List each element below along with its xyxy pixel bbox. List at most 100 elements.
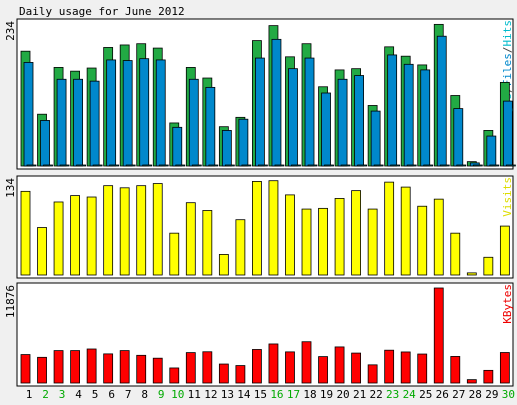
bar-visits-day-2 xyxy=(37,227,47,276)
bar-files-day-2 xyxy=(40,120,50,167)
bar-pages-day-7 xyxy=(125,164,136,167)
bar-pages-day-22 xyxy=(373,164,384,167)
bar-kbytes-day-20 xyxy=(334,346,345,384)
bar-kbytes-day-17 xyxy=(285,351,295,384)
day-label-10: 10 xyxy=(171,388,184,401)
bar-visits-day-16 xyxy=(268,180,279,276)
bar-files-day-24 xyxy=(403,63,414,167)
bar-kbytes-day-7 xyxy=(119,350,130,384)
day-label-25: 25 xyxy=(419,388,432,401)
bar-kbytes-day-26 xyxy=(433,287,444,384)
bar-files-day-13 xyxy=(221,130,232,167)
bar-kbytes-day-18 xyxy=(301,341,312,384)
bar-pages-day-26 xyxy=(439,164,450,167)
bar-visits-day-9 xyxy=(152,183,163,276)
bar-pages-day-18 xyxy=(307,164,318,167)
bar-kbytes-day-27 xyxy=(450,356,461,384)
bar-pages-day-11 xyxy=(191,164,202,167)
bar-files-day-21 xyxy=(354,75,365,167)
bar-visits-day-17 xyxy=(285,194,295,276)
day-label-19: 19 xyxy=(320,388,333,401)
day-label-8: 8 xyxy=(141,388,148,401)
bar-kbytes-day-10 xyxy=(169,367,180,384)
bar-pages-day-20 xyxy=(340,164,351,167)
bar-kbytes-day-9 xyxy=(152,357,163,384)
bar-visits-day-18 xyxy=(301,208,312,276)
bar-pages-day-25 xyxy=(423,164,434,167)
bar-pages-day-24 xyxy=(406,164,417,167)
bar-files-day-1 xyxy=(23,62,34,167)
bar-kbytes-day-16 xyxy=(268,343,279,384)
day-label-21: 21 xyxy=(353,388,366,401)
bar-visits-day-6 xyxy=(103,185,114,276)
bar-visits-day-22 xyxy=(367,208,378,276)
bar-files-day-27 xyxy=(453,108,464,167)
bar-pages-day-13 xyxy=(224,164,235,167)
bar-files-day-18 xyxy=(304,57,315,167)
bar-files-day-23 xyxy=(387,54,398,167)
day-label-18: 18 xyxy=(303,388,316,401)
day-label-28: 28 xyxy=(469,388,482,401)
day-label-5: 5 xyxy=(92,388,99,401)
panel-frame xyxy=(16,282,514,387)
bar-visits-day-7 xyxy=(119,187,130,276)
day-label-13: 13 xyxy=(221,388,234,401)
bar-visits-day-3 xyxy=(53,201,64,276)
bar-kbytes-day-15 xyxy=(252,349,262,384)
bar-kbytes-day-12 xyxy=(202,351,213,384)
bar-visits-day-23 xyxy=(384,181,395,276)
bar-visits-day-12 xyxy=(202,210,213,276)
day-label-12: 12 xyxy=(204,388,217,401)
bar-pages-day-17 xyxy=(291,164,301,167)
day-label-24: 24 xyxy=(403,388,417,401)
day-label-22: 22 xyxy=(370,388,383,401)
day-label-6: 6 xyxy=(108,388,115,401)
bar-files-day-25 xyxy=(420,69,431,167)
bar-files-day-10 xyxy=(172,126,183,167)
series-label-part: KBytes xyxy=(501,284,514,324)
day-label-26: 26 xyxy=(436,388,449,401)
day-label-2: 2 xyxy=(42,388,49,401)
bar-pages-day-14 xyxy=(241,164,252,167)
chart-panels: 234Pages/Files/Hits 134 Visits 11876 KBytes xyxy=(4,18,516,387)
bar-files-day-3 xyxy=(56,78,67,167)
bar-files-day-15 xyxy=(255,57,265,167)
bar-kbytes-day-22 xyxy=(367,364,378,384)
bar-kbytes-day-11 xyxy=(185,352,196,384)
bar-visits-day-29 xyxy=(483,256,494,276)
bar-kbytes-day-23 xyxy=(384,349,395,384)
bar-visits-day-28 xyxy=(466,272,477,276)
series-label-part: Hits xyxy=(501,20,514,47)
day-label-15: 15 xyxy=(254,388,267,401)
series-label: Visits xyxy=(501,177,514,217)
bar-visits-day-8 xyxy=(136,185,147,276)
bar-kbytes-day-5 xyxy=(86,348,97,384)
day-label-17: 17 xyxy=(287,388,300,401)
bar-files-day-22 xyxy=(370,110,381,167)
bar-pages-day-15 xyxy=(258,164,268,167)
bar-kbytes-day-13 xyxy=(218,363,229,384)
bar-files-day-5 xyxy=(89,80,100,167)
bar-files-day-29 xyxy=(486,135,497,167)
bar-pages-day-19 xyxy=(324,164,334,167)
x-axis-day-labels: 1 2 3 4 5 6 7 8 9 10 11 12 13 14 15 16 17 18 19 20 21 22 23 24 2… xyxy=(26,388,515,401)
bar-pages-day-2 xyxy=(43,164,53,167)
bar-visits-day-24 xyxy=(400,186,411,276)
bar-kbytes-day-25 xyxy=(417,353,428,384)
series-label: KBytes xyxy=(501,284,514,324)
bar-kbytes-day-6 xyxy=(103,353,114,384)
day-label-3: 3 xyxy=(59,388,66,401)
day-label-9: 9 xyxy=(158,388,165,401)
bar-visits-day-10 xyxy=(169,232,180,276)
bar-kbytes-day-29 xyxy=(483,369,494,384)
panel-1: 234Pages/Files/Hits xyxy=(4,18,516,170)
bar-kbytes-day-28 xyxy=(466,379,477,384)
series-label-part: Visits xyxy=(501,177,514,217)
day-label-7: 7 xyxy=(125,388,132,401)
bar-kbytes-day-2 xyxy=(37,356,47,384)
bar-pages-day-6 xyxy=(109,164,120,167)
bar-files-day-8 xyxy=(139,58,150,167)
bar-visits-day-4 xyxy=(70,195,80,276)
bar-visits-day-5 xyxy=(86,196,97,276)
